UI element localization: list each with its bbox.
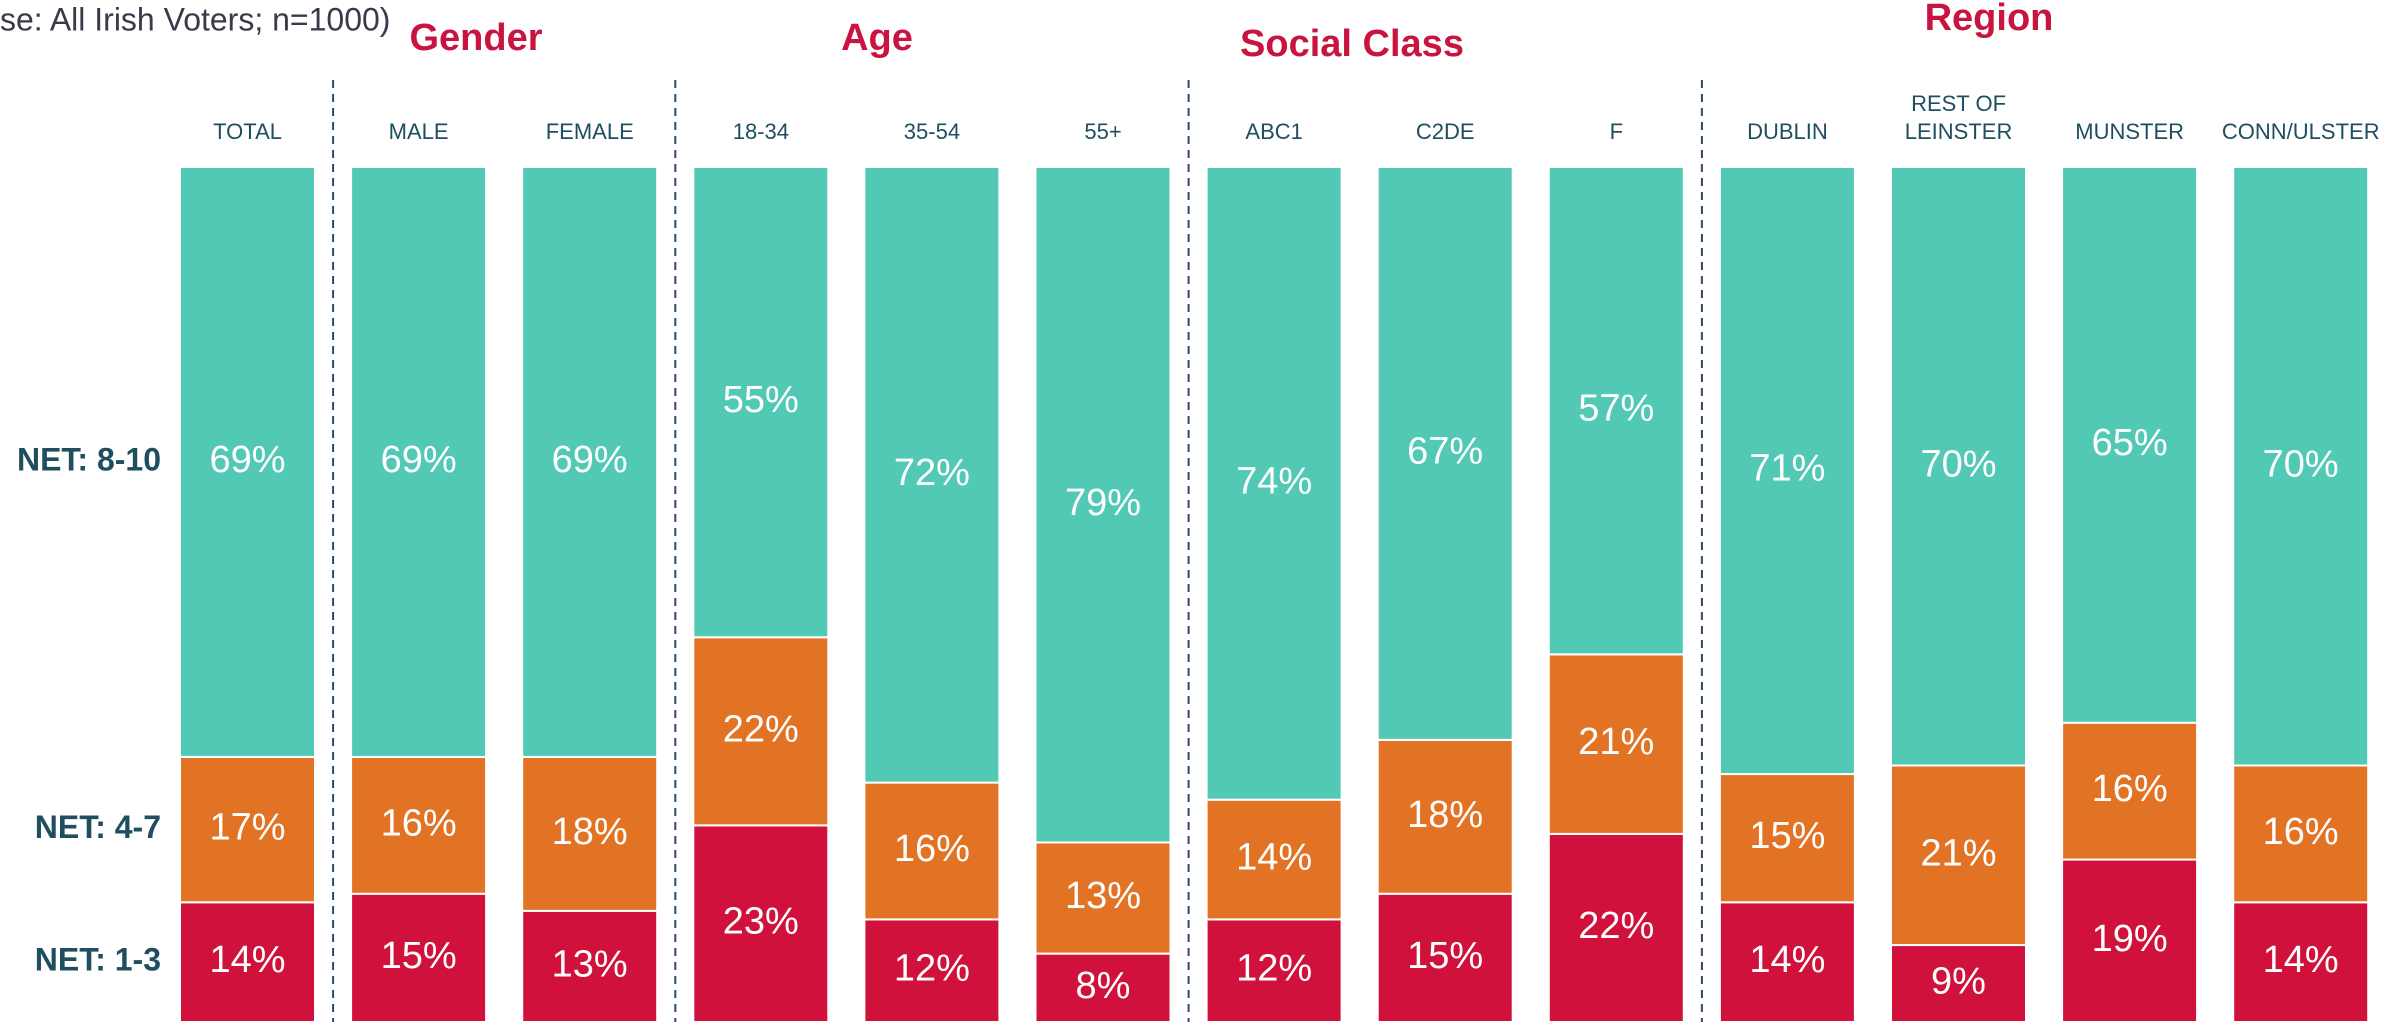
category-label: 18-34: [732, 119, 789, 144]
value-label: 18%: [1407, 794, 1483, 836]
value-label: 65%: [2092, 422, 2168, 464]
value-label: 15%: [1407, 935, 1483, 977]
bar-segment: [1547, 832, 1685, 1022]
value-label: 18%: [552, 811, 628, 853]
category-label: C2DE: [1415, 119, 1475, 144]
bar-segment: [1718, 166, 1856, 776]
value-label: 14%: [1236, 837, 1312, 879]
value-label: 21%: [1920, 832, 1996, 874]
bar-segment: [2061, 858, 2199, 1022]
value-label: 14%: [1749, 939, 1825, 981]
value-label: 70%: [2263, 443, 2339, 485]
legend-label: NET: 8-10: [17, 441, 161, 477]
category-label: REST OF LEINSTER: [1904, 91, 2013, 144]
value-label: 16%: [894, 828, 970, 870]
category-label: ABC1: [1245, 119, 1303, 144]
category-label: F: [1609, 119, 1624, 144]
bar-segment: [1890, 166, 2027, 767]
bar-segment: [521, 909, 659, 1022]
value-label: 14%: [209, 939, 285, 981]
bar-segment: [1205, 798, 1343, 921]
value-label: 16%: [2263, 811, 2339, 853]
value-label: 69%: [552, 439, 628, 481]
legend-label: NET: 4-7: [35, 809, 161, 845]
bar-segment: [350, 892, 488, 1022]
value-label: 12%: [1236, 948, 1312, 990]
value-label: 14%: [2263, 939, 2339, 981]
value-label: 9%: [1931, 961, 1986, 1003]
bar-segment: [692, 824, 830, 1022]
bar-segment: [2232, 166, 2370, 767]
value-label: 16%: [2092, 768, 2168, 810]
legend-label: NET: 1-3: [35, 942, 161, 978]
category-label: FEMALE: [545, 119, 634, 144]
value-label: 70%: [1920, 443, 1996, 485]
bar-segment: [692, 166, 830, 639]
value-label: 67%: [1407, 430, 1483, 472]
bar-segment: [179, 755, 316, 904]
category-label: TOTAL: [213, 119, 282, 144]
value-label: 22%: [723, 708, 799, 750]
bar-segment: [350, 755, 488, 895]
bar-segment: [1890, 764, 2027, 947]
value-label: 16%: [381, 802, 457, 844]
value-label: 13%: [552, 943, 628, 985]
group-label: Social Class: [1240, 23, 1464, 65]
bar-segment: [1034, 166, 1172, 844]
group-label: Region: [1925, 0, 2054, 39]
value-label: 79%: [1065, 482, 1141, 524]
bar-segment: [1547, 653, 1685, 835]
category-label: CONN/ULSTER: [2221, 119, 2380, 144]
bar-segment: [521, 166, 659, 758]
bar-segment: [1376, 166, 1514, 741]
value-label: 19%: [2092, 918, 2168, 960]
value-label: 13%: [1065, 875, 1141, 917]
value-label: 15%: [1749, 815, 1825, 857]
value-label: 69%: [381, 439, 457, 481]
value-label: 12%: [894, 948, 970, 990]
bar-segment: [863, 918, 1001, 1022]
value-label: 22%: [1578, 905, 1654, 947]
category-label: 35-54: [903, 119, 961, 144]
bar-segment: [1205, 166, 1343, 801]
value-label: 21%: [1578, 721, 1654, 763]
value-label: 71%: [1749, 448, 1825, 490]
bar-segment: [179, 166, 316, 758]
value-label: 23%: [723, 901, 799, 943]
category-label: 55+: [1084, 119, 1122, 144]
value-label: 8%: [1076, 965, 1131, 1007]
bar-segment: [1205, 918, 1343, 1022]
bar-segment: [1376, 738, 1514, 895]
bar-segment: [350, 166, 488, 758]
category-label: MUNSTER: [2075, 119, 2185, 144]
bar-segment: [2061, 166, 2199, 724]
bar-segment: [179, 901, 316, 1022]
bar-segment: [863, 781, 1001, 921]
value-label: 55%: [723, 379, 799, 421]
value-label: 15%: [381, 935, 457, 977]
value-label: 17%: [209, 807, 285, 849]
value-label: 69%: [209, 439, 285, 481]
value-label: 57%: [1578, 388, 1654, 430]
bar-segment: [1547, 166, 1685, 656]
category-label: DUBLIN: [1747, 119, 1828, 144]
base-note: se: All Irish Voters; n=1000): [0, 1, 390, 37]
category-label: MALE: [388, 119, 449, 144]
value-label: 72%: [894, 452, 970, 494]
group-label: Age: [841, 17, 913, 59]
bar-segment: [1376, 892, 1514, 1022]
bar-segment: [521, 755, 659, 912]
bar-segment: [863, 166, 1001, 784]
bar-segment: [2232, 764, 2370, 904]
value-label: 74%: [1236, 460, 1312, 502]
group-label: Gender: [409, 17, 542, 59]
